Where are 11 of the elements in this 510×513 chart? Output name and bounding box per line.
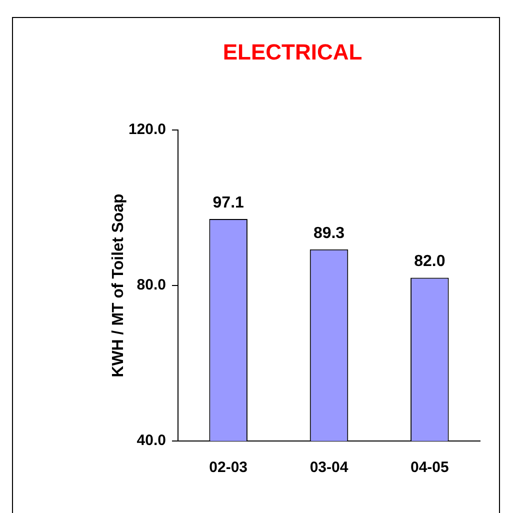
x-tick-label: 04-05: [410, 459, 449, 476]
data-label: 97.1: [212, 194, 244, 212]
y-tick-label: 80.0: [136, 276, 166, 294]
data-label: 82.0: [414, 253, 446, 270]
chart-title: ELECTRICAL: [222, 39, 362, 64]
y-axis-title: KWH / MT of Toilet Soap: [110, 193, 128, 378]
x-tick-label: 03-04: [310, 459, 349, 476]
x-tick-label: 02-03: [209, 459, 248, 476]
data-label: 89.3: [313, 224, 345, 242]
y-tick-label: 120.0: [128, 121, 166, 138]
y-tick-label: 40.0: [136, 432, 166, 450]
